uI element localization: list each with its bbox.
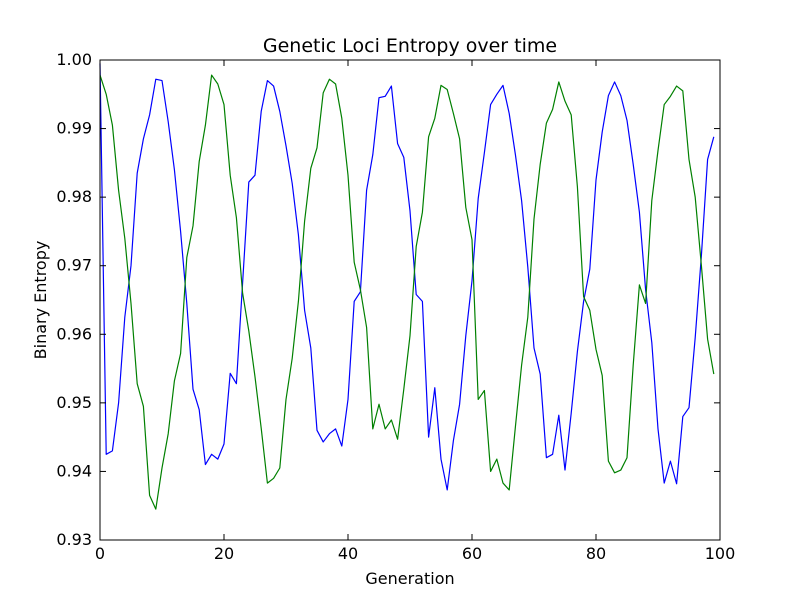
y-tick-label: 0.93 (56, 530, 92, 549)
y-tick-label: 0.97 (56, 256, 92, 275)
x-tick-label: 100 (705, 544, 736, 563)
y-axis-label: Binary Entropy (31, 241, 50, 360)
y-tick-label: 0.98 (56, 187, 92, 206)
series-line-2 (99, 74, 715, 510)
y-tick-label: 0.94 (56, 461, 92, 480)
series-line-1 (99, 63, 715, 491)
x-tick-label: 80 (586, 544, 606, 563)
x-axis-label: Generation (365, 569, 454, 588)
ticks-layer: 0 20 40 60 80 100 0.93 0.94 0.95 0.96 0.97 0.98 0.99… (56, 50, 735, 563)
plot-frame (99, 59, 721, 541)
y-tick-label: 0.95 (56, 393, 92, 412)
chart-title: Genetic Loci Entropy over time (263, 35, 557, 57)
x-tick-label: 20 (214, 544, 234, 563)
x-tick-label: 0 (95, 544, 105, 563)
y-tick-label: 1.00 (56, 50, 92, 69)
y-tick-label: 0.99 (56, 119, 92, 138)
y-tick-label: 0.96 (56, 324, 92, 343)
x-tick-label: 60 (462, 544, 482, 563)
x-tick-label: 40 (338, 544, 358, 563)
series-layer (99, 63, 715, 510)
